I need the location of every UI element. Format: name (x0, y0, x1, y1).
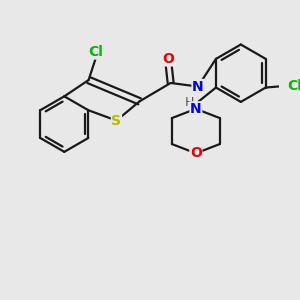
Text: Cl: Cl (88, 45, 104, 59)
Text: S: S (112, 114, 122, 128)
Text: O: O (190, 146, 202, 160)
Text: N: N (192, 80, 204, 94)
Text: H: H (185, 96, 194, 109)
Text: O: O (162, 52, 174, 66)
Text: N: N (190, 102, 202, 116)
Text: Cl: Cl (287, 79, 300, 93)
